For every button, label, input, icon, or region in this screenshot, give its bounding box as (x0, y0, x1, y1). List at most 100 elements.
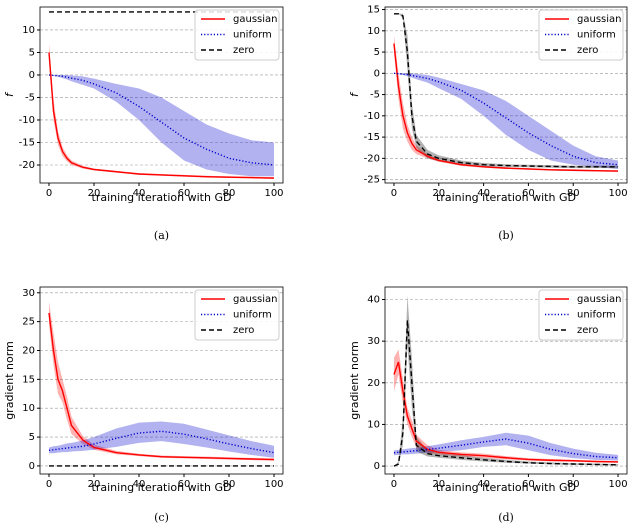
y-tick-label: 10 (22, 25, 35, 36)
caption: (c) (154, 511, 169, 524)
y-tick-label: 10 (367, 419, 380, 430)
y-tick-label: 5 (374, 47, 380, 58)
y-axis-label: f (348, 91, 361, 97)
x-axis-label: training iteration with GD (436, 481, 576, 494)
legend-label: uniform (577, 310, 616, 321)
band (393, 73, 619, 169)
band (49, 421, 274, 458)
plot-area (393, 295, 619, 467)
series-line (393, 438, 619, 459)
y-tick-label: -10 (19, 115, 35, 126)
y-tick-label: 30 (367, 336, 380, 347)
plot-area (393, 13, 619, 172)
x-tick-label: 40 (133, 479, 146, 490)
x-tick-label: 0 (46, 479, 52, 490)
caption: (d) (498, 511, 514, 524)
legend-label: uniform (233, 310, 272, 321)
band (393, 349, 619, 463)
x-tick-label: 100 (608, 479, 627, 490)
y-tick-label: -20 (364, 153, 380, 164)
x-axis-label: training iteration with GD (436, 191, 576, 204)
legend-label: gaussian (577, 14, 621, 25)
y-axis-label: gradient norm (3, 341, 16, 420)
x-tick-label: 100 (608, 188, 627, 199)
plot-frame (39, 6, 284, 184)
y-tick-label: 25 (22, 317, 35, 328)
x-tick-label: 80 (567, 479, 580, 490)
x-tick-label: 100 (264, 188, 283, 199)
plot-area (48, 301, 275, 467)
y-tick-label: -15 (19, 137, 35, 148)
legend-label: gaussian (577, 294, 621, 305)
legend-box (538, 289, 624, 341)
y-tick-label: 10 (22, 403, 35, 414)
plot-frame (39, 286, 284, 475)
y-tick-label: 15 (367, 5, 380, 16)
x-tick-label: 80 (223, 479, 236, 490)
plot-frame (384, 286, 628, 475)
caption: (a) (154, 229, 169, 242)
x-tick-label: 20 (88, 188, 101, 199)
series-line (48, 74, 275, 166)
y-tick-label: 0 (29, 70, 35, 81)
y-tick-label: 20 (367, 378, 380, 389)
y-tick-label: -5 (25, 92, 35, 103)
y-tick-label: 10 (367, 26, 380, 37)
x-tick-label: 0 (391, 188, 397, 199)
y-tick-label: 0 (29, 461, 35, 472)
caption: (b) (498, 229, 514, 242)
band (49, 74, 274, 177)
y-axis-label: f (3, 91, 16, 97)
x-axis-label: training iteration with GD (92, 191, 232, 204)
legend-box (538, 9, 624, 61)
y-tick-label: -15 (364, 132, 380, 143)
y-tick-label: 40 (367, 294, 380, 305)
x-tick-label: 80 (567, 188, 580, 199)
series-line (393, 13, 619, 168)
x-tick-label: 20 (432, 479, 445, 490)
x-tick-label: 60 (178, 188, 191, 199)
x-tick-label: 40 (477, 479, 490, 490)
y-tick-label: -5 (370, 90, 380, 101)
legend-box (194, 289, 280, 341)
band (393, 295, 619, 467)
x-tick-label: 20 (88, 479, 101, 490)
series-line (393, 320, 619, 467)
y-tick-label: -20 (19, 160, 35, 171)
x-tick-label: 0 (391, 479, 397, 490)
y-tick-label: 20 (22, 345, 35, 356)
x-axis-label: training iteration with GD (92, 481, 232, 494)
y-tick-label: 5 (29, 432, 35, 443)
legend-label: zero (233, 325, 254, 336)
y-tick-label: 30 (22, 288, 35, 299)
x-tick-label: 60 (522, 188, 535, 199)
legend-label: uniform (233, 30, 272, 41)
series-line (393, 361, 619, 463)
legend-label: uniform (577, 30, 616, 41)
x-tick-label: 0 (46, 188, 52, 199)
band (393, 432, 619, 461)
series-line (393, 43, 619, 172)
y-tick-label: 0 (374, 68, 380, 79)
y-tick-label: 5 (29, 47, 35, 58)
x-tick-label: 100 (264, 479, 283, 490)
legend-label: gaussian (233, 14, 277, 25)
x-tick-label: 40 (133, 188, 146, 199)
legend-label: zero (233, 45, 254, 56)
series-line (393, 72, 619, 166)
y-tick-label: -25 (364, 175, 380, 186)
y-axis-label: gradient norm (348, 341, 361, 420)
x-tick-label: 40 (477, 188, 490, 199)
legend-box (194, 9, 280, 61)
x-tick-label: 60 (522, 479, 535, 490)
y-tick-label: -10 (364, 111, 380, 122)
x-tick-label: 60 (178, 479, 191, 490)
y-tick-label: 0 (374, 461, 380, 472)
x-tick-label: 20 (432, 188, 445, 199)
legend-label: zero (577, 45, 598, 56)
legend-label: gaussian (233, 294, 277, 305)
series-line (48, 312, 275, 461)
legend-label: zero (577, 325, 598, 336)
y-tick-label: 15 (22, 374, 35, 385)
